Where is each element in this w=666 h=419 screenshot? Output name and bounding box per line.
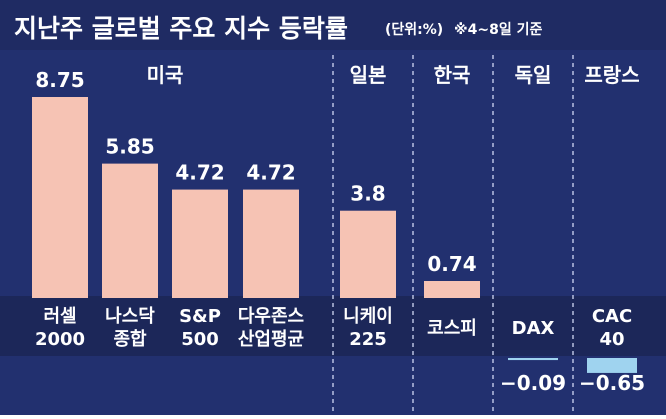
category-label: 산업평균	[238, 329, 304, 350]
group-label: 일본	[350, 63, 387, 87]
category-label: CAC	[592, 306, 632, 327]
bar	[243, 189, 299, 298]
category-label: 코스피	[427, 318, 477, 339]
group-label: 한국	[434, 63, 471, 87]
bar	[32, 97, 88, 298]
bar	[424, 281, 480, 298]
category-label: 2000	[35, 329, 85, 350]
group-label: 미국	[147, 63, 184, 87]
chart-title: 지난주 글로벌 주요 지수 등락률	[14, 14, 348, 43]
bar	[340, 210, 396, 298]
value-label: −0.65	[579, 371, 645, 395]
value-label: 0.74	[427, 252, 476, 276]
header-bar	[0, 0, 666, 50]
bars	[32, 97, 637, 373]
group-label: 독일	[515, 63, 552, 87]
bar	[508, 358, 558, 361]
category-label: 500	[181, 329, 219, 350]
value-labels: 8.75 5.85 4.72 4.72 3.8 0.74 −0.09 −0.65	[35, 68, 645, 395]
category-label: 니케이	[343, 306, 393, 327]
value-label: 8.75	[35, 68, 84, 92]
category-label: DAX	[512, 318, 555, 339]
group-dividers	[332, 55, 574, 412]
date-note: ※4~8일 기준	[454, 22, 542, 38]
category-label: S&P	[179, 306, 221, 327]
bar	[172, 189, 228, 298]
category-label: 다우존스	[238, 306, 304, 327]
category-label: 225	[349, 329, 387, 350]
category-label: 40	[599, 329, 624, 350]
value-label: −0.09	[500, 371, 566, 395]
category-label: 러셀	[43, 306, 76, 327]
bar	[102, 163, 158, 298]
group-labels: 미국 일본 한국 독일 프랑스	[147, 63, 640, 87]
unit-label: (단위:%)	[385, 21, 443, 38]
category-label: 나스닥	[105, 306, 155, 327]
group-label: 프랑스	[584, 63, 639, 87]
value-label: 5.85	[105, 135, 154, 159]
bar	[587, 358, 637, 373]
value-label: 3.8	[350, 182, 385, 206]
category-label: 종합	[113, 328, 147, 350]
value-label: 4.72	[175, 161, 224, 185]
value-label: 4.72	[246, 161, 295, 185]
